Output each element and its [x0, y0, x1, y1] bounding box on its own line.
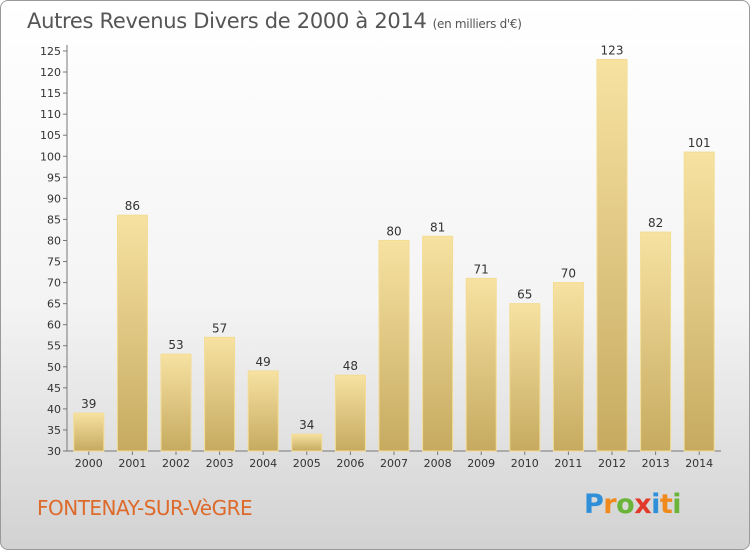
- x-tick-label-2011: 2011: [554, 457, 582, 470]
- y-tick-label: 55: [47, 340, 61, 353]
- x-tick-label-2005: 2005: [293, 457, 321, 470]
- logo-letter: x: [634, 489, 652, 520]
- value-label-2003: 57: [212, 321, 227, 335]
- logo-letter: r: [603, 489, 617, 520]
- x-tick-label-2003: 2003: [206, 457, 234, 470]
- value-label-2000: 39: [81, 397, 96, 411]
- y-tick-label: 105: [40, 129, 61, 142]
- title-text: Autres Revenus Divers de 2000 à 2014: [27, 9, 427, 33]
- bar-2010: [509, 303, 541, 452]
- unit-subtitle: (en milliers d'€): [432, 17, 522, 31]
- x-tick-label-2004: 2004: [249, 457, 277, 470]
- y-tick-label: 95: [47, 171, 61, 184]
- bar-2005: [291, 433, 323, 452]
- value-label-2002: 53: [168, 338, 183, 352]
- value-label-2006: 48: [343, 359, 358, 373]
- x-tick-label-2009: 2009: [467, 457, 495, 470]
- bars-group: [73, 58, 715, 452]
- bar-2009: [465, 277, 497, 452]
- commune-name: FONTENAY-SUR-VèGRE: [37, 496, 253, 520]
- value-label-2008: 81: [430, 220, 445, 234]
- logo-letter: t: [659, 489, 673, 520]
- x-tick-label-2014: 2014: [685, 457, 713, 470]
- y-tick-label: 115: [40, 87, 61, 100]
- bar-2014: [683, 151, 715, 452]
- value-labels-group: 39 86 53 57 49 34 48 80 81 71 65 70 123 82 101: [81, 43, 710, 432]
- value-label-2007: 80: [386, 224, 401, 238]
- bar-2001: [116, 214, 148, 452]
- y-tick-label: 35: [47, 424, 61, 437]
- y-tick-label: 45: [47, 382, 61, 395]
- y-tick-label: 30: [47, 445, 61, 458]
- y-tick-label: 90: [47, 192, 61, 205]
- logo-letter: o: [616, 489, 635, 520]
- y-tick-label: 125: [40, 45, 61, 58]
- x-tick-label-2001: 2001: [118, 457, 146, 470]
- y-tick-label: 120: [40, 66, 61, 79]
- y-tick-label: 50: [47, 361, 61, 374]
- proxiti-logo[interactable]: Proxiti: [584, 489, 682, 520]
- value-label-2004: 49: [256, 355, 271, 369]
- x-tick-label-2007: 2007: [380, 457, 408, 470]
- bar-2006: [334, 374, 366, 452]
- y-tick-label: 60: [47, 319, 61, 332]
- y-tick-label: 40: [47, 403, 61, 416]
- logo-letter: P: [584, 489, 604, 520]
- x-tick-label-2000: 2000: [75, 457, 103, 470]
- y-tick-label: 100: [40, 150, 61, 163]
- bar-2000: [73, 412, 105, 452]
- y-tick-label: 70: [47, 277, 61, 290]
- bar-2011: [552, 282, 584, 452]
- value-label-2014: 101: [688, 136, 711, 150]
- y-tick-label: 80: [47, 234, 61, 247]
- value-label-2005: 34: [299, 418, 314, 432]
- y-tick-label: 75: [47, 256, 61, 269]
- logo-letter: i: [651, 489, 660, 520]
- bar-2008: [422, 235, 454, 452]
- value-label-2009: 71: [474, 262, 489, 276]
- bar-2003: [204, 336, 236, 452]
- bar-2004: [247, 370, 279, 452]
- x-tick-label-2013: 2013: [642, 457, 670, 470]
- axes-group: 30 35 40 45 50 55 60 65 70 75 80 85 90 95 100 105 110 115…: [40, 45, 721, 470]
- bar-2002: [160, 353, 192, 452]
- value-label-2012: 123: [601, 43, 624, 57]
- x-tick-label-2002: 2002: [162, 457, 190, 470]
- x-tick-label-2010: 2010: [511, 457, 539, 470]
- chart-title: Autres Revenus Divers de 2000 à 2014 (en …: [27, 9, 522, 33]
- logo-letter: i: [672, 489, 682, 520]
- value-label-2011: 70: [561, 267, 576, 281]
- x-tick-label-2008: 2008: [424, 457, 452, 470]
- bar-2007: [378, 239, 410, 452]
- value-label-2010: 65: [517, 288, 532, 302]
- y-tick-label: 85: [47, 213, 61, 226]
- bar-2012: [596, 58, 628, 452]
- bar-2013: [640, 231, 672, 452]
- y-tick-label: 110: [40, 108, 61, 121]
- y-tick-label: 65: [47, 298, 61, 311]
- x-tick-label-2006: 2006: [336, 457, 364, 470]
- value-label-2001: 86: [125, 199, 140, 213]
- x-tick-label-2012: 2012: [598, 457, 626, 470]
- value-label-2013: 82: [648, 216, 663, 230]
